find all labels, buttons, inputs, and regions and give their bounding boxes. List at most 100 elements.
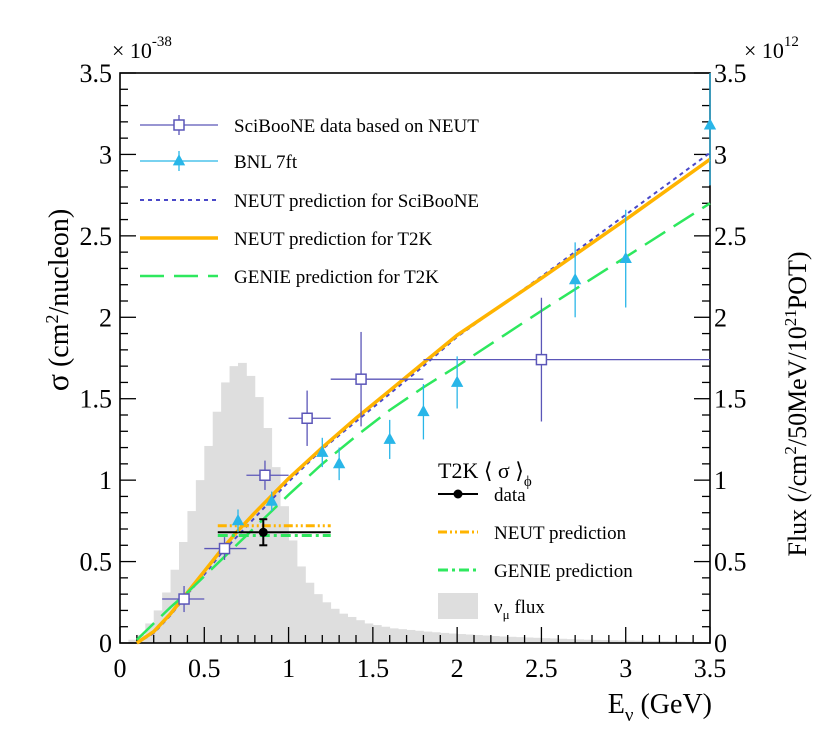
series-line-dashed-line [135, 202, 711, 641]
flux-bin [490, 635, 500, 643]
flux-bin [558, 638, 568, 643]
legend-flux-mu: μ [503, 607, 510, 622]
y2-tick-label: 1.5 [714, 385, 747, 414]
y2-tick-label: 3 [714, 140, 727, 169]
flux-bin [229, 366, 239, 643]
flux-bin [667, 641, 677, 643]
flux-bin [381, 626, 391, 643]
y2-axis-title: Flux (/cm2/50MeV/1021POT) [781, 251, 812, 556]
legend-data-marker [453, 489, 463, 499]
x-axis-title-main: E [608, 689, 625, 720]
y-tick-label: 3.5 [80, 59, 113, 88]
y-tick-label: 2 [99, 303, 112, 332]
x-axis-title-sub: ν [625, 705, 634, 726]
flux-bin [431, 632, 441, 643]
flux-bin [499, 636, 509, 643]
bnl-data-point [450, 375, 464, 387]
legend-flux-rest: flux [510, 597, 546, 618]
flux-bin [187, 511, 197, 643]
y-tick-label: 0 [99, 629, 112, 658]
bnl-data-point [265, 494, 278, 506]
flux-bin [507, 636, 517, 643]
flux-bin [254, 397, 264, 643]
flux-bin [583, 639, 593, 643]
flux-histogram [128, 362, 711, 643]
sciboone-data-point [301, 412, 313, 425]
flux-bin [246, 375, 256, 643]
y-tick-label: 0.5 [80, 548, 113, 577]
flux-bin [415, 630, 424, 643]
x-tick-label: 3 [619, 654, 632, 683]
plot-frame [119, 72, 711, 644]
flux-bin [549, 638, 559, 643]
flux-bin [482, 635, 492, 643]
sciboone-data-point [259, 469, 271, 482]
flux-bin [541, 638, 551, 643]
flux-bin [339, 613, 348, 643]
x-tick-label: 2 [451, 654, 464, 683]
y-axis-title-sigma: σ [39, 374, 75, 391]
legend-data-label: data [494, 485, 526, 506]
y2-tick-label: 0 [714, 629, 727, 658]
bnl-data-point [332, 457, 346, 469]
flux-bin [524, 637, 534, 643]
y2-axis-title-b: /50MeV/10 [783, 326, 812, 446]
flux-bin [204, 445, 214, 643]
y2-axis-title-a: Flux (/cm [783, 455, 812, 557]
x-axis-title: Eν (GeV) [608, 689, 712, 726]
sciboone-data-point [355, 373, 367, 385]
flux-bin [364, 623, 374, 643]
flux-bin [617, 640, 627, 643]
flux-bin [423, 631, 433, 643]
flux-bin [659, 641, 669, 643]
flux-bin [372, 625, 382, 643]
y2-tick-label: 0.5 [714, 548, 747, 577]
x-tick-label: 2.5 [525, 654, 558, 683]
x-tick-label: 1.5 [357, 654, 390, 683]
data-points [162, 73, 717, 613]
flux-bin [474, 635, 483, 643]
flux-bin [533, 637, 542, 643]
legend-label: SciBooNE data based on NEUT [234, 116, 479, 137]
flux-bin [288, 540, 298, 643]
y-tick-label: 3 [99, 140, 112, 169]
legend-flux-swatch [438, 593, 478, 619]
legend-flux-nu: ν [494, 597, 503, 618]
legend-label: NEUT prediction for SciBooNE [234, 191, 479, 212]
bnl-data-point [619, 251, 632, 264]
flux-bin [608, 640, 618, 643]
flux-bin [651, 641, 660, 643]
y2-axis-multiplier-exp: 12 [784, 34, 799, 50]
x-tick-label: 3.5 [694, 654, 727, 683]
bnl-data-point [383, 432, 396, 444]
legend-label: NEUT prediction for T2K [234, 229, 433, 250]
bnl-data-point [231, 514, 245, 526]
y2-axis-title-c: POT) [783, 251, 812, 309]
t2k-data-point [258, 527, 268, 537]
y-axis-multiplier: × 10-38 [112, 34, 172, 63]
x-axis-title-rest: (GeV) [633, 689, 712, 720]
flux-bin [128, 639, 138, 643]
y-axis-title-rest: (cm [44, 323, 75, 374]
legend-sample-marker [172, 154, 186, 166]
x-tick-label: 0.5 [188, 654, 221, 683]
legend-label: BNL 7ft [234, 152, 298, 173]
flux-bin [389, 628, 399, 643]
flux-bin [280, 506, 289, 643]
flux-bin [347, 616, 357, 643]
flux-bin [516, 637, 525, 643]
bnl-data-point [703, 118, 717, 130]
plot-border [119, 72, 711, 644]
flux-bin [592, 639, 601, 643]
y2-axis-title-b-sup: 21 [781, 309, 800, 326]
flux-bin [330, 608, 340, 643]
sciboone-data-point [535, 353, 548, 366]
flux-bin [465, 634, 475, 643]
y2-axis-title-a-sup: 2 [781, 446, 800, 455]
sciboone-data-point [218, 542, 231, 555]
flux-bin [634, 640, 643, 643]
legend-label: GENIE prediction for T2K [234, 267, 439, 288]
x-tick-label: 1 [282, 654, 295, 683]
x-tick-label: 0 [114, 654, 127, 683]
